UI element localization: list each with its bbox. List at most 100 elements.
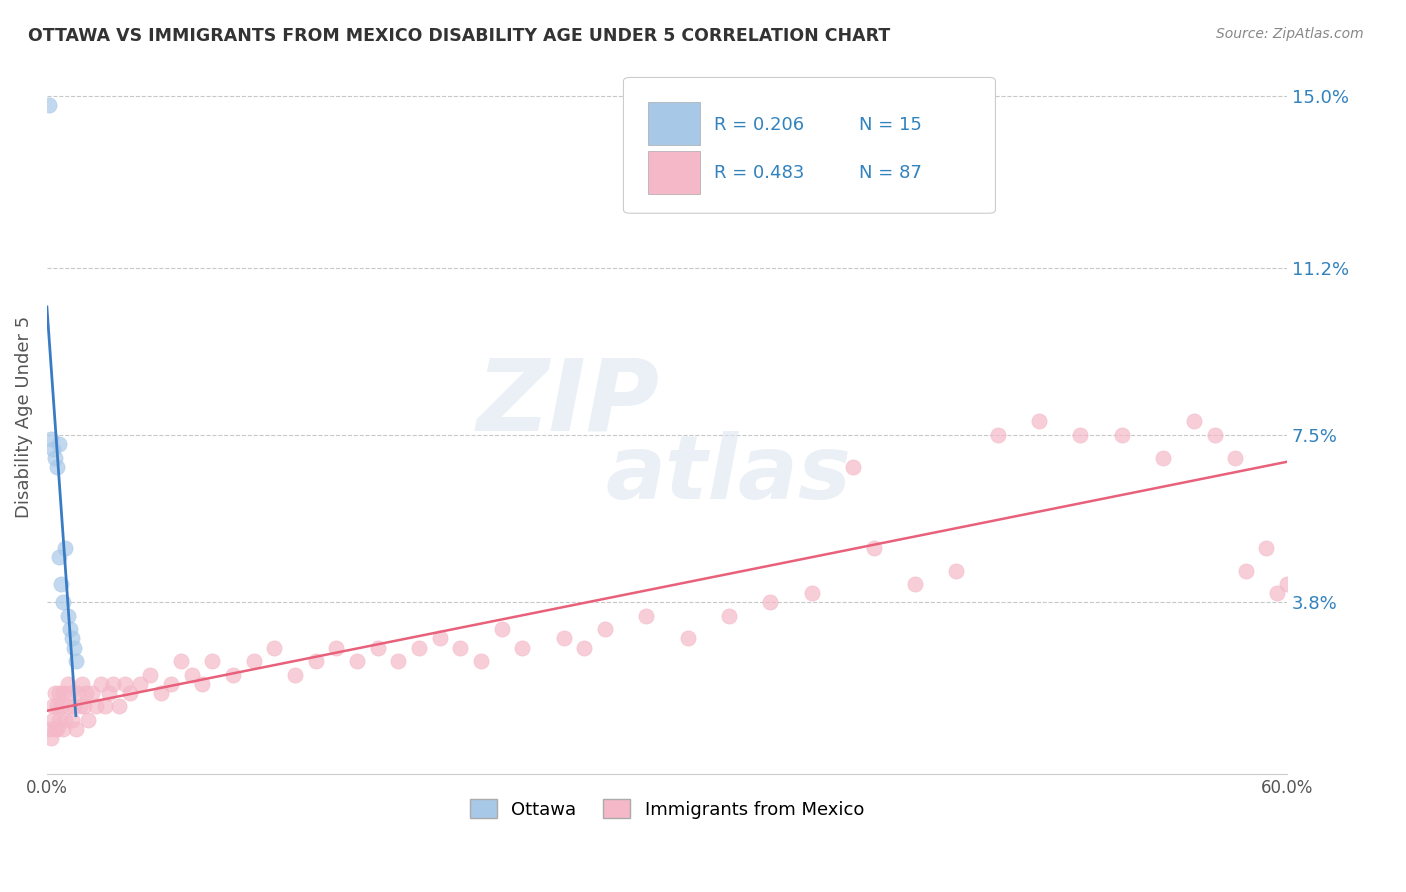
Point [180, 667, 202, 681]
Point [44, 450, 66, 465]
Point [1265, 586, 1288, 600]
Point [676, 632, 699, 646]
Point [242, 654, 264, 668]
Point [39, 433, 62, 447]
Point [101, 676, 124, 690]
Point [1028, 414, 1050, 428]
Point [73, 699, 96, 714]
Point [408, 640, 430, 655]
Point [1234, 564, 1257, 578]
Point [77, 713, 100, 727]
Point [759, 595, 782, 609]
Point [82, 686, 104, 700]
Point [86, 699, 108, 714]
Point [491, 623, 513, 637]
Point [1204, 428, 1226, 442]
Text: R = 0.483: R = 0.483 [714, 164, 804, 182]
Point [139, 667, 162, 681]
Point [284, 667, 307, 681]
Point [48, 550, 70, 565]
Point [346, 654, 368, 668]
Text: N = 87: N = 87 [859, 164, 922, 182]
Point [108, 699, 131, 714]
Point [51, 577, 73, 591]
Point [1111, 428, 1133, 442]
Point [62, 699, 84, 714]
Point [574, 640, 596, 655]
Point [59, 623, 82, 637]
Point [39, 731, 62, 745]
Y-axis label: Disability Age Under 5: Disability Age Under 5 [15, 316, 32, 518]
Point [46, 722, 69, 736]
Point [114, 676, 136, 690]
Point [304, 654, 326, 668]
Point [66, 686, 89, 700]
Point [170, 654, 193, 668]
Point [1275, 577, 1298, 591]
Text: OTTAWA VS IMMIGRANTS FROM MEXICO DISABILITY AGE UNDER 5 CORRELATION CHART: OTTAWA VS IMMIGRANTS FROM MEXICO DISABIL… [28, 27, 890, 45]
Point [55, 713, 77, 727]
Point [48, 713, 70, 727]
Point [46, 459, 69, 474]
Point [42, 699, 65, 714]
Point [60, 713, 83, 727]
Point [1182, 414, 1205, 428]
Point [862, 541, 884, 555]
Point [56, 608, 79, 623]
Point [717, 608, 740, 623]
Point [48, 437, 70, 451]
Text: ZIP: ZIP [477, 354, 659, 451]
Text: N = 15: N = 15 [859, 116, 922, 134]
Text: Source: ZipAtlas.com: Source: ZipAtlas.com [1216, 27, 1364, 41]
Point [201, 654, 224, 668]
Point [56, 699, 79, 714]
Point [59, 686, 82, 700]
Text: R = 0.206: R = 0.206 [714, 116, 804, 134]
Point [65, 654, 87, 668]
Point [470, 654, 492, 668]
Point [842, 459, 865, 474]
FancyBboxPatch shape [648, 151, 700, 194]
Point [553, 632, 575, 646]
Point [46, 699, 69, 714]
Point [52, 722, 75, 736]
Point [800, 586, 823, 600]
Point [387, 654, 409, 668]
Point [69, 699, 91, 714]
Point [1152, 450, 1174, 465]
Point [118, 686, 141, 700]
Point [44, 686, 66, 700]
Point [94, 699, 117, 714]
Point [55, 541, 77, 555]
Legend: Ottawa, Immigrants from Mexico: Ottawa, Immigrants from Mexico [463, 792, 872, 826]
Point [44, 722, 66, 736]
Point [38, 98, 60, 112]
Point [367, 640, 389, 655]
Point [263, 640, 285, 655]
Point [222, 667, 245, 681]
Point [1223, 450, 1246, 465]
Point [1069, 428, 1091, 442]
Point [800, 134, 823, 148]
Point [904, 577, 927, 591]
Point [325, 640, 347, 655]
Point [97, 686, 120, 700]
Point [60, 632, 83, 646]
FancyBboxPatch shape [623, 78, 995, 213]
Point [160, 676, 183, 690]
Point [52, 595, 75, 609]
Point [191, 676, 214, 690]
Point [593, 623, 616, 637]
Point [42, 713, 65, 727]
Point [65, 722, 87, 736]
Point [42, 442, 65, 456]
Point [52, 686, 75, 700]
Point [429, 632, 451, 646]
Point [945, 564, 967, 578]
Point [636, 608, 658, 623]
Point [90, 676, 112, 690]
Point [449, 640, 471, 655]
FancyBboxPatch shape [648, 103, 700, 145]
Point [51, 699, 73, 714]
Point [128, 676, 150, 690]
